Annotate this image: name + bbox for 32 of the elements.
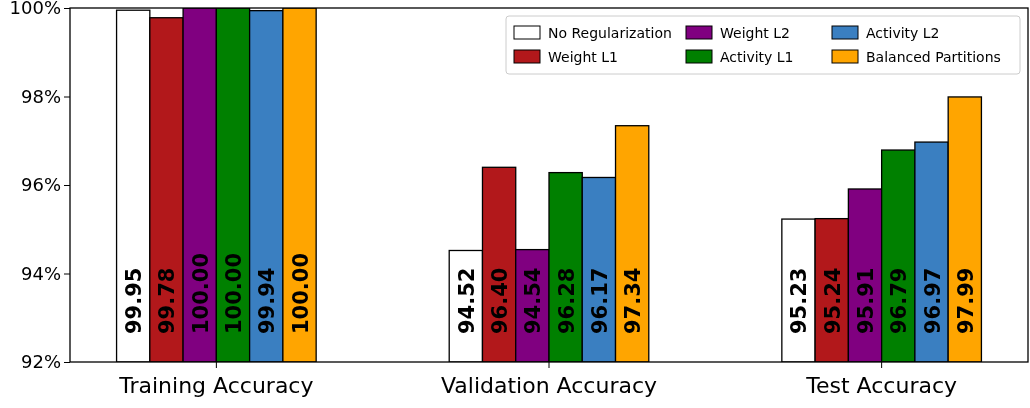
legend-label: Weight L1: [548, 49, 618, 65]
data-label: 100.00: [288, 252, 313, 334]
data-label: 100.00: [221, 252, 246, 334]
data-label: 95.23: [787, 267, 812, 334]
data-label: 96.28: [554, 267, 579, 334]
data-label: 95.91: [854, 267, 879, 334]
data-label: 96.40: [488, 267, 513, 334]
legend-label: No Regularization: [548, 25, 672, 41]
data-label: 96.97: [920, 267, 945, 334]
data-label: 97.34: [621, 267, 646, 334]
legend-label: Activity L2: [866, 25, 940, 41]
data-label: 100.00: [188, 252, 213, 334]
y-tick-label: 98%: [20, 85, 61, 107]
y-tick-label: 94%: [20, 262, 61, 284]
data-label: 99.78: [155, 267, 180, 334]
x-tick-label: Test Accuracy: [805, 373, 958, 398]
data-label: 96.79: [887, 267, 912, 334]
data-label: 94.52: [454, 267, 479, 334]
y-tick-label: 100%: [9, 0, 61, 19]
x-tick-label: Validation Accuracy: [440, 373, 658, 398]
data-label: 99.94: [255, 267, 280, 334]
legend-label: Activity L1: [720, 49, 794, 65]
legend-label: Weight L2: [720, 25, 790, 41]
legend-label: Balanced Partitions: [866, 49, 1001, 65]
data-label: 96.17: [587, 267, 612, 334]
x-tick-label: Training Accuracy: [118, 373, 314, 398]
data-label: 99.95: [122, 267, 147, 334]
data-label: 97.99: [953, 267, 978, 334]
data-label: 95.24: [820, 267, 845, 334]
data-label: 94.54: [521, 267, 546, 334]
y-tick-label: 96%: [20, 174, 61, 196]
y-tick-label: 92%: [20, 351, 61, 373]
